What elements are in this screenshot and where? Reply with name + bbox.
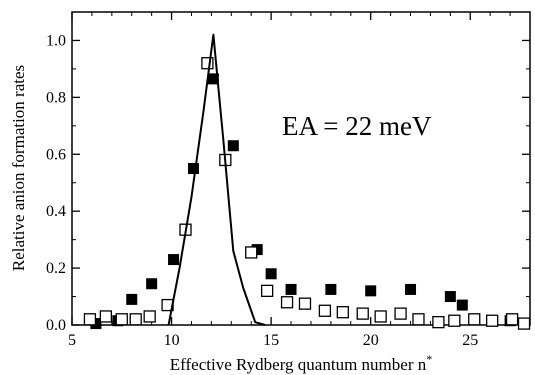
- open-square-point: [412, 313, 425, 326]
- open-square-point: [432, 316, 445, 329]
- open-square-point: [143, 310, 156, 323]
- open-square-point: [129, 313, 142, 326]
- axis-tick-labels: 5 10 15 20 25 0.0 0.2 0.4 0.6 0.8 1.0: [46, 32, 478, 349]
- x-tick-label: 5: [68, 332, 76, 349]
- y-tick-label: 0.2: [46, 260, 66, 277]
- y-tick-label: 1.0: [46, 32, 66, 49]
- open-square-point: [83, 313, 97, 326]
- annotation-ea: EA = 22 meV: [282, 111, 432, 141]
- filled-square-point: [126, 293, 138, 305]
- open-square-point: [356, 307, 369, 320]
- y-tick-label: 0.4: [46, 203, 66, 220]
- x-axis-title: Effective Rydberg quantum number n*: [170, 352, 432, 374]
- open-square-point: [260, 284, 274, 298]
- y-tick-label: 0.0: [46, 317, 66, 334]
- data-series: [83, 33, 531, 330]
- axis-ticks: [71, 11, 531, 326]
- model-curve: [167, 33, 266, 326]
- y-tick-label: 0.6: [46, 146, 66, 163]
- filled-square-point: [456, 299, 468, 311]
- open-square-point: [245, 246, 258, 259]
- x-tick-label: 15: [263, 332, 279, 349]
- open-square-point: [99, 310, 113, 323]
- open-square-point: [280, 296, 294, 309]
- x-tick-label: 20: [363, 332, 379, 349]
- x-tick-label: 25: [462, 332, 478, 349]
- filled-square-point: [168, 254, 180, 266]
- open-square-point: [448, 314, 461, 327]
- y-tick-label: 0.8: [46, 89, 66, 106]
- open-square-point: [318, 304, 332, 317]
- open-square-point: [486, 314, 499, 327]
- x-axis-title-superscript: *: [426, 352, 432, 366]
- open-square-point: [468, 313, 481, 326]
- filled-square-point: [365, 285, 377, 297]
- x-tick-label: 10: [164, 332, 180, 349]
- open-square-point: [336, 306, 349, 319]
- filled-square-point: [325, 283, 337, 295]
- filled-square-point: [265, 268, 277, 280]
- open-square-point: [505, 313, 519, 326]
- filled-square-point: [405, 283, 417, 295]
- plot-frame: [71, 11, 531, 326]
- filled-square-point: [227, 140, 239, 152]
- filled-square-point: [444, 291, 456, 303]
- open-square-point: [374, 310, 387, 323]
- open-square-point: [201, 57, 214, 70]
- y-axis-title: Relative anion formation rates: [9, 65, 28, 271]
- open-square-point: [115, 313, 128, 326]
- filled-square-point: [146, 278, 158, 290]
- filled-square-point: [187, 163, 199, 174]
- open-square-point: [394, 307, 407, 320]
- open-square-point: [298, 297, 312, 310]
- open-square-point: [517, 317, 531, 330]
- filled-square-point: [207, 73, 219, 85]
- filled-square-point: [285, 283, 297, 295]
